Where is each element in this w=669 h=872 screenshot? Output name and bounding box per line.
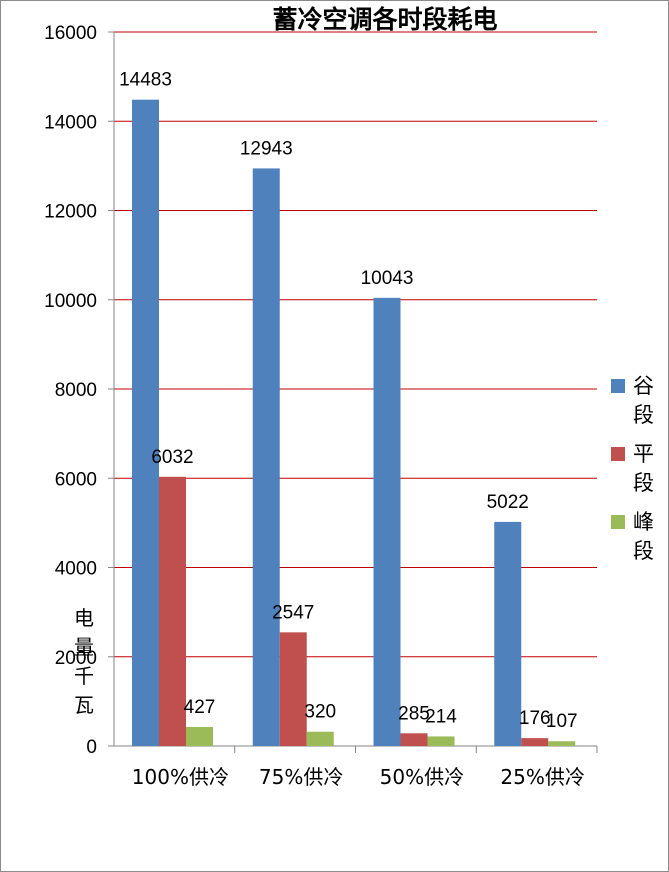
bar-平段-3	[521, 738, 549, 746]
x-tick-label: 50%供冷	[380, 765, 464, 789]
x-tick-label: 25%供冷	[500, 765, 584, 789]
y-tick-label: 14000	[44, 112, 97, 133]
y-tick-label: 4000	[55, 559, 97, 580]
y-axis-title-char: 电	[74, 606, 94, 630]
data-label: 176	[519, 708, 551, 729]
data-label: 214	[425, 706, 457, 727]
legend-label: 峰段	[633, 510, 654, 563]
bar-峰段-3	[548, 741, 576, 746]
bar-谷段-3	[494, 521, 522, 746]
data-label: 320	[304, 702, 336, 723]
y-tick-label: 8000	[55, 380, 97, 401]
legend-label: 谷段	[633, 374, 654, 427]
bar-峰段-2	[427, 736, 455, 746]
data-label: 427	[184, 697, 216, 718]
data-label: 285	[398, 703, 430, 724]
bar-峰段-1	[306, 731, 334, 746]
y-tick-label: 6000	[55, 469, 97, 490]
bar-谷段-2	[373, 297, 401, 746]
legend-label: 平段	[633, 442, 654, 495]
data-label: 10043	[361, 268, 414, 289]
chart-title: 蓄冷空调各时段耗电	[272, 5, 497, 34]
y-axis-title-char: 瓦	[74, 693, 94, 717]
data-label: 5022	[487, 492, 529, 513]
bar-峰段-0	[186, 726, 213, 746]
data-label: 12943	[240, 138, 293, 159]
x-tick-label: 75%供冷	[259, 765, 343, 789]
data-label: 14483	[119, 70, 172, 91]
data-label: 6032	[151, 447, 193, 468]
legend-swatch	[611, 447, 625, 461]
y-tick-label: 2000	[55, 648, 97, 669]
data-label: 107	[546, 711, 578, 732]
y-tick-label: 16000	[44, 23, 97, 44]
y-axis-title-char: 千	[74, 664, 94, 688]
bar-平段-1	[279, 632, 307, 746]
y-tick-label: 0	[86, 737, 97, 758]
y-tick-label: 12000	[44, 202, 97, 223]
legend-swatch	[611, 379, 625, 393]
bar-谷段-1	[252, 168, 280, 746]
x-tick-label: 100%供冷	[132, 765, 229, 789]
bar-平段-2	[400, 733, 428, 746]
y-tick-label: 10000	[44, 291, 97, 312]
data-label: 2547	[272, 602, 314, 623]
bar-谷段-0	[132, 99, 159, 747]
bar-平段-0	[159, 476, 186, 746]
legend-swatch	[611, 515, 625, 529]
y-axis-title-char: 量	[74, 635, 94, 659]
